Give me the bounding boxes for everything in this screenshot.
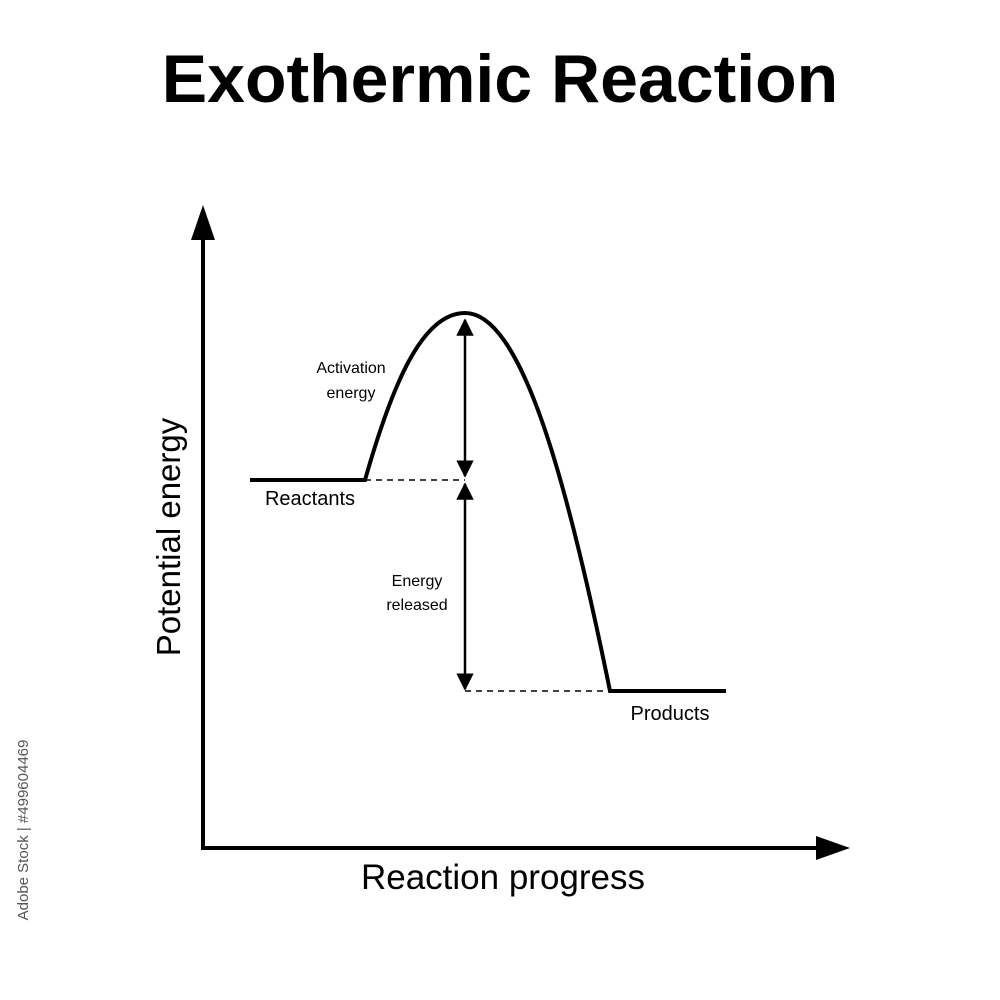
reactants-label: Reactants xyxy=(265,488,355,510)
x-axis-arrow xyxy=(816,836,850,860)
activation-label: energy xyxy=(327,385,376,402)
activation-label: Activation xyxy=(316,360,385,377)
x-axis-label: Reaction progress xyxy=(361,858,645,897)
products-label: Products xyxy=(631,703,710,725)
released-label: released xyxy=(386,597,447,614)
energy-curve xyxy=(250,310,726,693)
y-axis-label: Potential energy xyxy=(150,417,187,656)
watermark: Adobe Stock | #499604469 xyxy=(15,740,32,921)
released-label: Energy xyxy=(392,573,443,590)
title: Exothermic Reaction xyxy=(162,41,838,117)
y-axis-arrow xyxy=(191,205,215,240)
